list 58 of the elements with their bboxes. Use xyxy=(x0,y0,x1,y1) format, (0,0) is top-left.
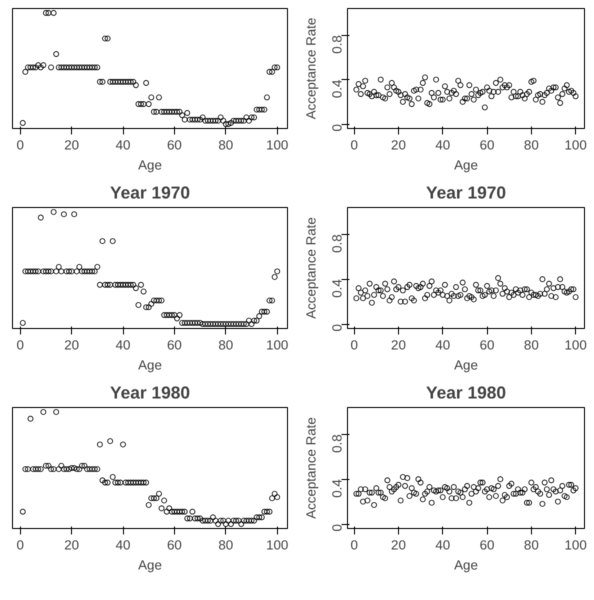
x-tick-label: 100 xyxy=(266,138,288,152)
x-tick-label: 60 xyxy=(480,138,494,152)
x-tick-label: 20 xyxy=(391,538,406,552)
x-tick-label: 0 xyxy=(350,138,358,152)
x-tick-label: 40 xyxy=(116,538,130,552)
x-axis-title: Age xyxy=(454,158,478,172)
x-tick-label: 60 xyxy=(167,138,182,152)
x-axis-title: Age xyxy=(138,158,162,172)
y-tick-label: 0.8 xyxy=(330,35,344,54)
x-tick-label: 0 xyxy=(16,538,24,552)
y-tick-label: 0 xyxy=(330,124,344,132)
y-tick-label: 0.8 xyxy=(330,234,344,253)
x-tick-label: 40 xyxy=(116,138,130,152)
x-tick-label: 100 xyxy=(564,538,587,552)
x-tick-label: 0 xyxy=(16,138,24,152)
x-tick-label: 20 xyxy=(64,538,80,552)
x-axis-title: Age xyxy=(454,558,478,572)
x-tick-label: 40 xyxy=(435,338,450,352)
x-tick-label: 80 xyxy=(524,138,539,152)
x-tick-label: 60 xyxy=(480,338,494,352)
chart-title: Year 1980 xyxy=(110,382,190,402)
y-tick-label: 0 xyxy=(330,524,344,532)
x-tick-label: 80 xyxy=(218,338,234,352)
x-tick-label: 60 xyxy=(480,538,494,552)
y-axis-title: Acceptance Rate xyxy=(304,18,318,120)
x-tick-label: 100 xyxy=(266,538,288,552)
x-tick-label: 20 xyxy=(64,138,80,152)
x-tick-label: 100 xyxy=(266,338,288,352)
x-tick-label: 0 xyxy=(350,538,358,552)
y-tick-label: 0.4 xyxy=(330,278,344,298)
x-tick-label: 40 xyxy=(435,538,450,552)
x-tick-label: 80 xyxy=(524,538,539,552)
x-tick-label: 40 xyxy=(435,138,450,152)
x-tick-label: 20 xyxy=(64,338,80,352)
x-tick-label: 100 xyxy=(564,138,587,152)
x-tick-label: 60 xyxy=(167,338,182,352)
x-axis-title: Age xyxy=(454,358,478,372)
x-tick-label: 100 xyxy=(564,338,587,352)
x-axis-title: Age xyxy=(138,358,162,372)
x-tick-label: 80 xyxy=(524,338,539,352)
x-tick-label: 0 xyxy=(350,338,358,352)
x-tick-label: 20 xyxy=(391,338,406,352)
y-tick-label: 0.4 xyxy=(330,478,344,498)
y-axis-title: Acceptance Rate xyxy=(304,217,318,319)
y-tick-label: 0 xyxy=(330,324,344,332)
x-tick-label: 20 xyxy=(391,138,406,152)
y-tick-label: 0.8 xyxy=(330,434,344,453)
x-tick-label: 80 xyxy=(218,538,234,552)
chart-title: Year 1970 xyxy=(426,182,506,202)
y-tick-label: 0.4 xyxy=(330,79,344,98)
chart-title: Year 1980 xyxy=(426,382,506,402)
x-tick-label: 80 xyxy=(218,138,234,152)
x-axis-title: Age xyxy=(138,558,162,572)
chart-title: Year 1970 xyxy=(110,182,190,202)
x-tick-label: 40 xyxy=(116,338,130,352)
x-tick-label: 0 xyxy=(16,338,24,352)
y-axis-title: Acceptance Rate xyxy=(304,417,318,519)
x-tick-label: 60 xyxy=(167,538,182,552)
